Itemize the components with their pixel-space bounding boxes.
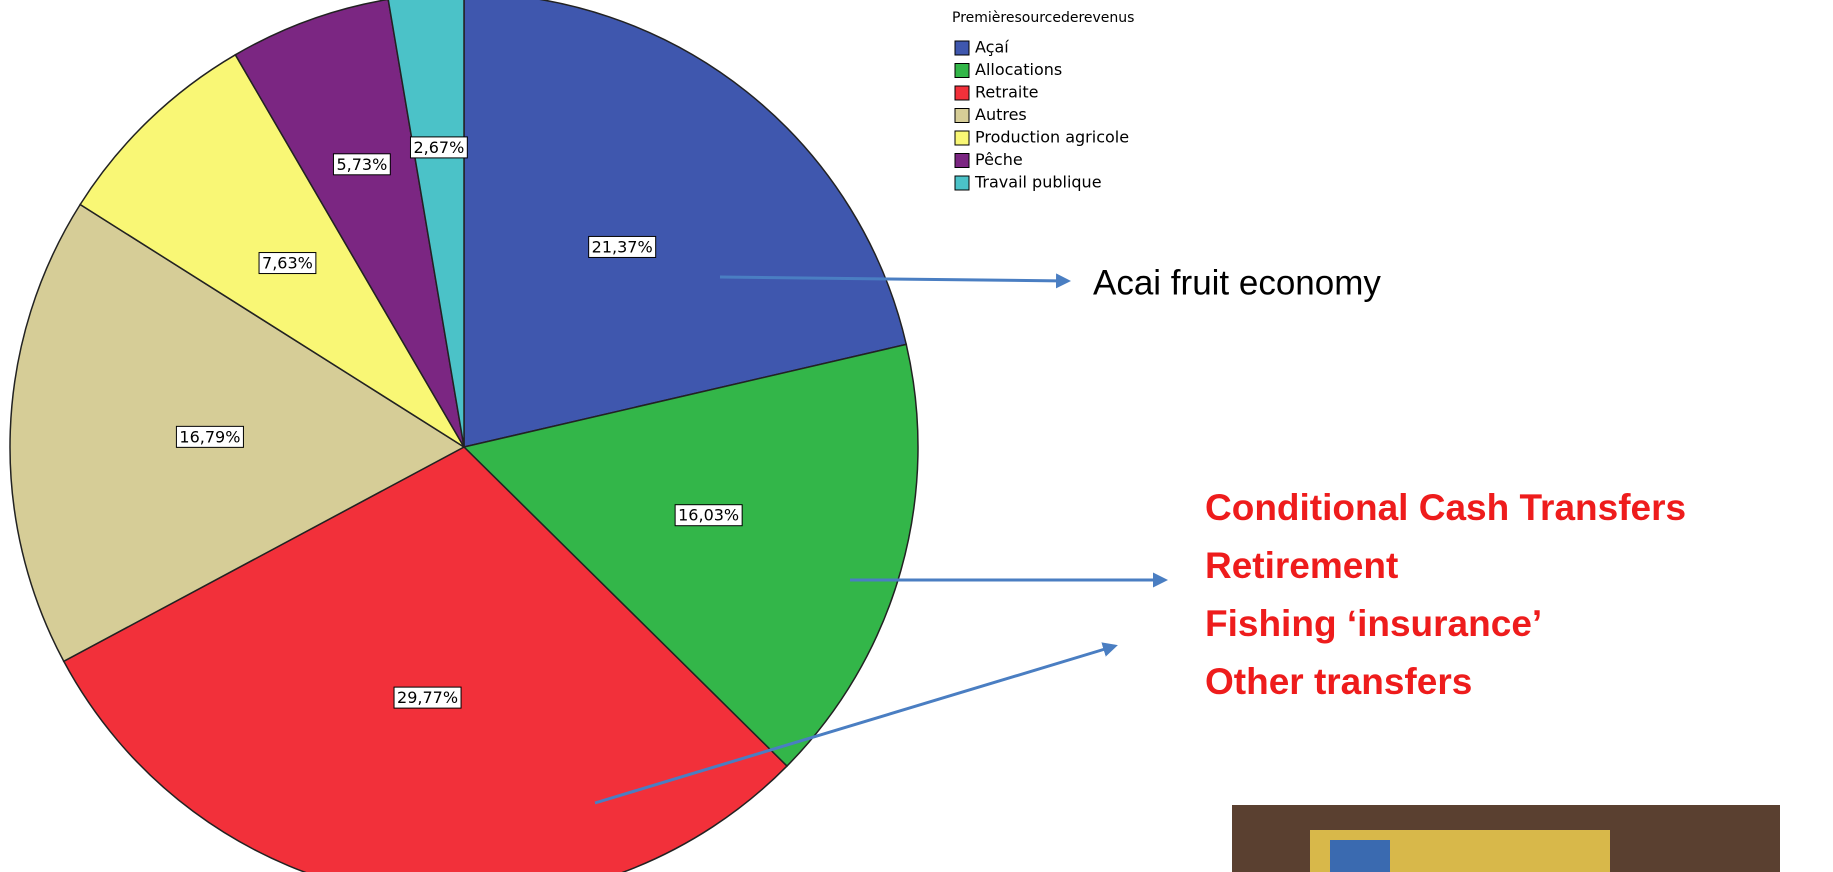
legend-swatch <box>954 85 970 101</box>
label-box <box>409 136 468 159</box>
value-label-text: 5,73% <box>336 155 387 174</box>
slice <box>387 0 465 448</box>
legend-swatch <box>954 40 970 56</box>
value-label-text: 16,79% <box>179 427 240 446</box>
label-box <box>258 252 317 275</box>
slice <box>62 446 789 872</box>
legend-swatch <box>954 153 970 168</box>
arrow <box>594 642 1118 805</box>
slice <box>463 0 908 448</box>
callout-line: Retirement <box>1205 545 1398 586</box>
legend-swatch <box>954 108 970 123</box>
value-label: 16,03% <box>674 504 743 527</box>
value-label: 21,37% <box>588 235 657 258</box>
label-box <box>393 686 462 709</box>
arrow <box>719 273 1071 289</box>
label-box <box>332 153 391 176</box>
label-box <box>588 235 657 258</box>
legend-swatch <box>954 130 970 146</box>
legend-swatch <box>954 175 970 191</box>
legend-label: Autres <box>975 105 1027 124</box>
value-label-text: 7,63% <box>262 254 313 273</box>
callout-line: Other transfers <box>1205 661 1472 702</box>
legend-label: Açaí <box>975 38 1009 57</box>
legend-swatch <box>954 63 970 78</box>
value-label-text: 2,67% <box>413 138 464 157</box>
legend: Açaí Allocations Retraite Autres Production … <box>954 38 1129 192</box>
legend-title: Premièresourcederevenus <box>952 10 1134 26</box>
slice <box>79 53 465 448</box>
legend-label: Production agricole <box>975 128 1129 147</box>
value-label: 7,63% <box>258 252 317 275</box>
legend-label: Pêche <box>975 150 1023 169</box>
value-labels: 21,37% 16,03% 29,77% 16,79% 7,63% 5,73% 2,67% <box>175 136 743 709</box>
annotation: Acai fruit economy <box>1093 263 1381 302</box>
label-box <box>175 425 244 448</box>
value-label-text: 16,03% <box>678 506 739 525</box>
value-label: 2,67% <box>409 136 468 159</box>
legend-label: Allocations <box>975 60 1062 79</box>
callouts: Conditional Cash Transfers Retirement Fish… <box>1205 487 1686 702</box>
callout-line: Conditional Cash Transfers <box>1205 487 1686 528</box>
slice <box>462 343 919 768</box>
callout-line: Fishing ‘insurance’ <box>1205 603 1542 644</box>
legend-label: Retraite <box>975 83 1038 102</box>
pie <box>9 0 919 872</box>
photo <box>1232 805 1780 872</box>
value-label-text: 29,77% <box>397 688 458 707</box>
value-label: 16,79% <box>175 425 244 448</box>
value-label-text: 21,37% <box>592 237 653 256</box>
value-label: 29,77% <box>393 686 462 709</box>
legend-label: Travail publique <box>974 173 1102 192</box>
label-box <box>674 504 743 527</box>
value-label: 5,73% <box>332 153 391 176</box>
